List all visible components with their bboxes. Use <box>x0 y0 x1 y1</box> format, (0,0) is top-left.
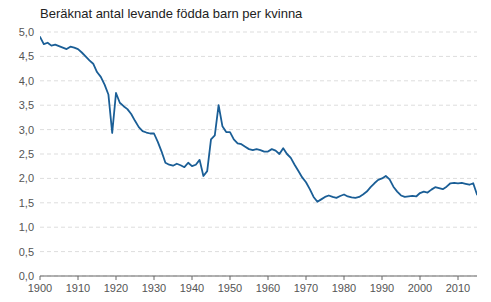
y-tick-label: 1,0 <box>19 221 34 233</box>
x-tick-label: 1950 <box>218 282 242 294</box>
x-tick-label: 1910 <box>66 282 90 294</box>
y-tick-label: 4,0 <box>19 75 34 87</box>
grid-line <box>40 129 477 130</box>
y-tick-label: 4,5 <box>19 50 34 62</box>
x-tick-label: 1920 <box>104 282 128 294</box>
x-tick <box>78 276 79 280</box>
x-tick-label: 2010 <box>446 282 470 294</box>
x-tick <box>116 276 117 280</box>
x-tick-label: 1930 <box>142 282 166 294</box>
x-tick-label: 1940 <box>180 282 204 294</box>
y-tick-label: 1,5 <box>19 197 34 209</box>
x-tick <box>268 276 269 280</box>
x-tick <box>344 276 345 280</box>
x-tick <box>420 276 421 280</box>
grid-line <box>40 154 477 155</box>
x-axis <box>40 276 477 277</box>
x-tick <box>154 276 155 280</box>
grid-line <box>40 178 477 179</box>
grid-line <box>40 202 477 203</box>
y-tick-label: 0,5 <box>19 246 34 258</box>
y-tick-label: 2,0 <box>19 172 34 184</box>
plot-area <box>40 37 477 202</box>
grid-line <box>40 56 477 57</box>
x-tick-label: 1970 <box>294 282 318 294</box>
chart: Beräknat antal levande födda barn per kv… <box>0 0 491 302</box>
x-tick-label: 1980 <box>332 282 356 294</box>
grid-line <box>40 32 477 33</box>
grid-line <box>40 227 477 228</box>
y-tick-label: 2,5 <box>19 148 34 160</box>
x-tick <box>230 276 231 280</box>
x-tick-label: 1990 <box>370 282 394 294</box>
x-tick-label: 1900 <box>28 282 52 294</box>
x-tick <box>192 276 193 280</box>
grid-line <box>40 105 477 106</box>
y-tick-label: 0,0 <box>19 270 34 282</box>
y-tick-label: 5,0 <box>19 26 34 38</box>
x-tick <box>306 276 307 280</box>
line <box>40 37 477 202</box>
y-tick-label: 3,5 <box>19 99 34 111</box>
grid-line <box>40 251 477 252</box>
x-tick-label: 2000 <box>408 282 432 294</box>
grid-line <box>40 276 477 277</box>
title: Beräknat antal levande födda barn per kv… <box>40 6 303 21</box>
x-tick <box>458 276 459 280</box>
y-tick-label: 3,0 <box>19 124 34 136</box>
x-tick <box>40 276 41 280</box>
y-grid <box>40 32 477 276</box>
x-tick <box>382 276 383 280</box>
x-tick-label: 1960 <box>256 282 280 294</box>
grid-line <box>40 80 477 81</box>
